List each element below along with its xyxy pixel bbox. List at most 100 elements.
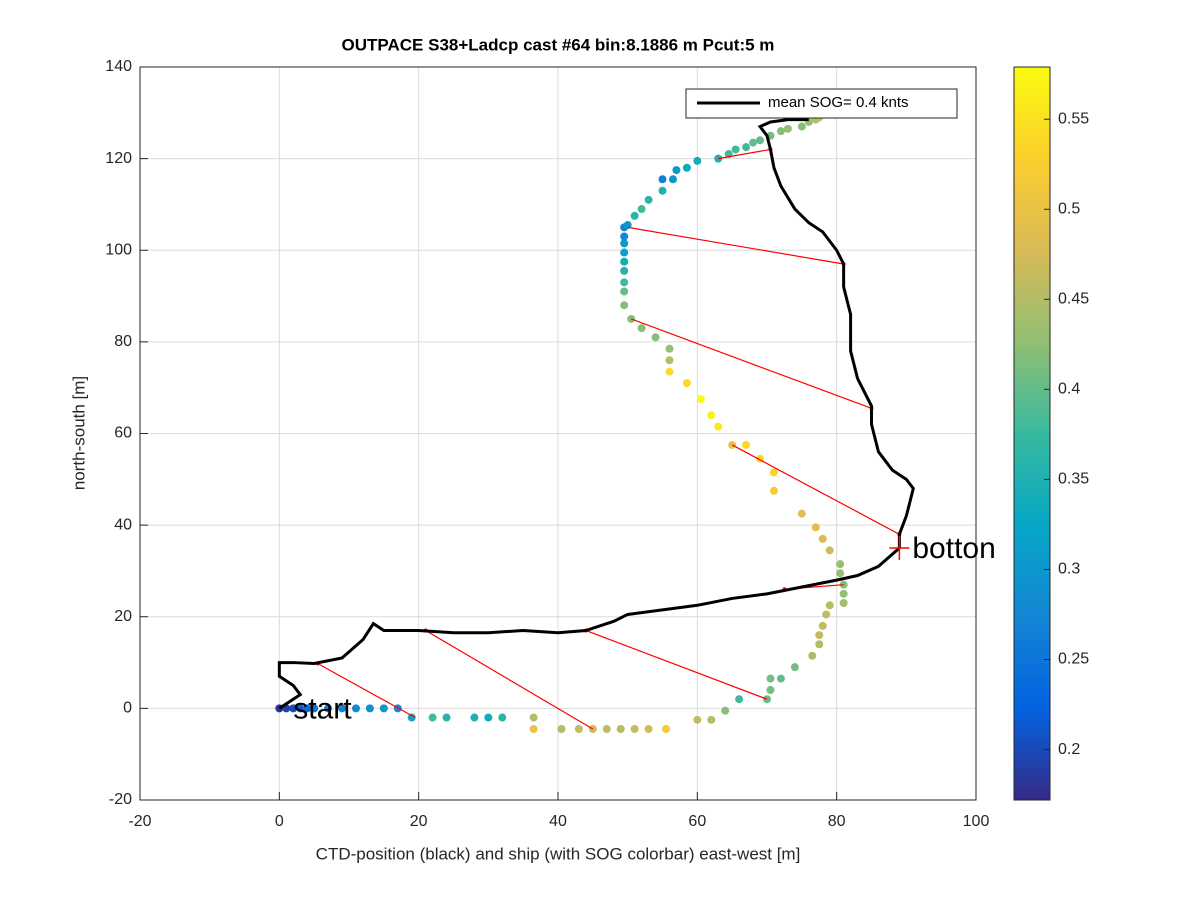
ship-point [682,379,691,388]
ship-point [529,724,538,733]
y-tick-label: 60 [114,425,132,442]
ship-point [783,124,792,133]
y-tick-label: 0 [123,700,132,717]
ship-point [790,663,799,672]
ship-point [620,301,629,310]
plot-area [275,113,915,733]
ship-point [365,704,374,713]
colorbar-gradient [1013,66,1051,801]
ship-point [776,674,785,683]
colorbar-tick-label: 0.25 [1058,651,1089,668]
ship-point [731,145,740,154]
ship-point [620,248,629,257]
colorbar-tick-label: 0.5 [1058,200,1080,217]
legend-label: mean SOG= 0.4 knts [768,94,909,111]
ship-point [620,239,629,248]
ship-point [620,266,629,275]
ship-point [428,713,437,722]
ship-point [630,211,639,220]
y-tick-label: 40 [114,516,132,533]
ship-point [630,724,639,733]
ship-point [557,724,566,733]
ship-point [665,367,674,376]
ship-point [637,324,646,333]
ship-point [338,704,347,713]
ship-point [602,724,611,733]
annotation: start [293,692,352,725]
ship-point [815,631,824,640]
ship-point [623,221,632,230]
ship-point [818,534,827,543]
ship-point [620,278,629,287]
y-tick-label: 140 [105,58,132,75]
red-connector [731,444,900,535]
ship-point [620,257,629,266]
legend: mean SOG= 0.4 knts [685,88,958,119]
ship-point [769,468,778,477]
colorbar-tick-label: 0.55 [1058,110,1089,127]
x-tick-label: 80 [828,813,846,830]
ship-point [825,546,834,555]
x-tick-label: 20 [410,813,428,830]
x-tick-label: -20 [128,813,151,830]
red-connector [630,318,872,409]
x-tick-label: 100 [963,813,990,830]
ship-point [836,560,845,569]
ship-point [766,674,775,683]
ship-point [766,686,775,695]
colorbar-tick-label: 0.3 [1058,561,1080,578]
ship-point [574,724,583,733]
y-tick-label: 120 [105,150,132,167]
ship-point [808,651,817,660]
ship-point [839,589,848,598]
ship-point [825,601,834,610]
ship-point [665,344,674,353]
red-connector [585,629,768,700]
ship-point [707,715,716,724]
red-connector [317,662,416,719]
colorbar-tick-label: 0.4 [1058,381,1080,398]
ship-point [407,713,416,722]
ship-point [811,523,820,532]
colorbar-tick-label: 0.2 [1058,741,1080,758]
annotation: botton [912,532,995,565]
ship-point [651,333,660,342]
y-tick-label: -20 [109,791,132,808]
colorbar: 0.2 0.25 0.3 0.35 0.4 0.45 0.5 0.55 [1013,66,1089,801]
red-connector [627,226,844,265]
ship-point [658,175,667,184]
y-axis-label: north-south [m] [69,376,88,490]
ticks: -20 0 20 40 60 80 100 -20 0 20 40 60 80 100 120 140 [105,58,989,830]
ship-point [707,411,716,420]
ship-point [303,704,312,713]
ship-point [644,724,653,733]
ship-point [498,713,507,722]
ship-point [797,509,806,518]
ship-point [644,195,653,204]
ship-point [721,706,730,715]
ship-point [379,704,388,713]
ship-point [672,166,681,175]
ship-point [620,287,629,296]
ship-point [742,143,751,152]
ship-point [822,610,831,619]
y-tick-label: 100 [105,241,132,258]
ship-point [442,713,451,722]
y-tick-label: 20 [114,608,132,625]
chart-title: OUTPACE S38+Ladcp cast #64 bin:8.1886 m … [342,35,775,54]
ship-point [351,704,360,713]
ship-point [693,715,702,724]
ship-point [696,395,705,404]
ship-point [324,704,333,713]
ship-point [797,122,806,131]
ship-point [665,356,674,365]
ship-point [616,724,625,733]
ship-point [637,205,646,214]
x-axis-label: CTD-position (black) and ship (with SOG … [316,844,801,863]
ship-point [661,724,670,733]
ship-point [836,569,845,578]
ctd-line [277,118,915,710]
red-connector [718,148,771,160]
